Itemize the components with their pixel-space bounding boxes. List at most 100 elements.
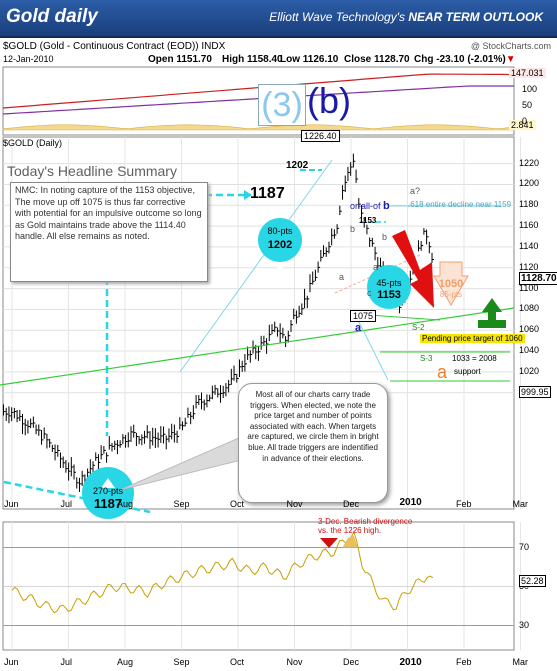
price-tick-label: 1060 xyxy=(519,324,540,335)
support-price-label: 999.95 xyxy=(519,386,551,398)
headline-title: Today's Headline Summary xyxy=(7,163,177,179)
last-price-label: 1128.70 xyxy=(519,272,557,285)
target-45pts-label: 45-pts xyxy=(376,278,402,288)
target-85pts-label: 85-pts xyxy=(439,290,463,299)
green-trendline xyxy=(0,307,515,386)
green-target-bar xyxy=(478,320,506,328)
support-s3-value: 1033 = 2008 xyxy=(452,354,497,363)
brand-name: Elliott Wave Technology's xyxy=(269,10,405,24)
indicator-value-top: 147.031 xyxy=(509,68,546,78)
support-s2-label: S-2 xyxy=(412,323,425,332)
orange-target-arrow xyxy=(433,261,469,306)
retracement-label: .618 entire decline near 1159 xyxy=(408,200,512,209)
price-x-tick-label: Jul xyxy=(60,499,73,509)
rsi-x-tick-label: Feb xyxy=(456,657,472,667)
support-a-label: a xyxy=(437,362,448,382)
price-tick-label: 1080 xyxy=(519,303,540,314)
rsi-x-tick-label: Oct xyxy=(230,657,245,667)
target-1187-value: 1187 xyxy=(93,496,123,511)
target-80pts-label: 80-pts xyxy=(267,226,293,236)
pending-target-label: Pending price target of 1060 xyxy=(420,334,525,343)
rsi-overbought-fill xyxy=(342,535,358,548)
gridlines xyxy=(3,137,521,650)
price-tick-label: 1140 xyxy=(519,240,539,251)
quote-date: 12-Jan-2010 xyxy=(3,54,54,64)
rsi-line xyxy=(11,530,434,614)
rsi-panel xyxy=(3,530,514,626)
level-1187-label: 1187 xyxy=(250,185,285,202)
quote-low: Low 1126.10 xyxy=(280,54,339,65)
price-x-tick-label: Aug xyxy=(117,499,134,509)
price-tick-label: 1200 xyxy=(519,178,540,189)
support-s3-label: S-3 xyxy=(420,354,433,363)
price-x-tick-label: Nov xyxy=(286,499,303,509)
price-x-tick-label: Oct xyxy=(230,499,245,509)
rsi-x-tick-label: Jun xyxy=(4,657,19,667)
price-x-tick-label: Feb xyxy=(456,499,472,509)
price-bars xyxy=(3,153,435,492)
rsi-tick-label: 70 xyxy=(519,541,530,552)
target-circle-1153 xyxy=(367,265,411,309)
target-270pts-label: 270-pts xyxy=(92,486,124,496)
price-tick-label: 1180 xyxy=(519,199,539,210)
or-all-of-label: or-all-of b xyxy=(350,200,390,212)
quote-close: Close 1128.70 xyxy=(344,54,410,65)
support-label: support xyxy=(454,367,481,376)
rsi-x-tick-label: Mar xyxy=(512,657,529,667)
wave-b-small-label: b xyxy=(350,224,356,234)
quote-high: High 1158.40 xyxy=(222,54,283,65)
wave-a-alt-label: a xyxy=(339,272,345,282)
rsi-x-tick-label: Aug xyxy=(117,657,134,667)
symbol-line: $GOLD (Gold - Continuous Contract (EOD))… xyxy=(3,41,226,52)
price-x-tick-label: Jun xyxy=(4,499,19,509)
arrow-1187 xyxy=(244,190,252,200)
level-1202-label: 1202 xyxy=(286,160,309,171)
quote-open: Open 1151.70 xyxy=(148,54,212,65)
target-1050-label: 1050 xyxy=(438,278,464,290)
high-label-1226: 1226.40 xyxy=(301,130,340,142)
price-x-tick-label: Mar xyxy=(512,499,529,509)
price-tick-label: 1120 xyxy=(519,261,539,272)
wave-channel-line xyxy=(179,159,333,373)
wave-3-label: (3) xyxy=(258,84,306,126)
wave-c-label: c xyxy=(367,288,372,298)
target-1202-value: 1202 xyxy=(267,239,293,251)
indicator-area-yellow xyxy=(2,124,515,131)
rsi-x-tick-label: Sep xyxy=(173,657,190,667)
headline-summary-box: NMC: In noting capture of the 1153 objec… xyxy=(10,182,208,282)
indicator-tick: 100 xyxy=(522,84,538,94)
rsi-tick-label: 30 xyxy=(519,619,530,630)
chart-title: Gold daily xyxy=(6,6,98,27)
target-arrow-1202 xyxy=(274,262,286,275)
divergence-arrow xyxy=(320,538,338,548)
price-tick-label: 1160 xyxy=(519,220,539,231)
rsi-panel-frame xyxy=(2,521,515,651)
wave-a-blue-label: a xyxy=(355,322,362,334)
price-x-tick-label: Dec xyxy=(343,499,360,509)
target-arrow-1187 xyxy=(101,478,115,488)
rsi-x-tick-label: Dec xyxy=(343,657,360,667)
indicator-value-bottom: 2.841 xyxy=(509,120,536,130)
wave-a-question-label: a? xyxy=(410,186,421,196)
rsi-last-value: 52.28 xyxy=(519,575,546,587)
outlook-label: NEAR TERM OUTLOOK xyxy=(408,10,543,24)
rsi-x-tick-label: Nov xyxy=(286,657,303,667)
price-tick-label: 1020 xyxy=(519,365,540,376)
target-1153-value: 1153 xyxy=(377,289,401,301)
red-down-arrow xyxy=(392,230,434,308)
price-tick-label: 1220 xyxy=(519,157,540,168)
target-circle-1202 xyxy=(258,218,302,262)
indicator-tick: 0 xyxy=(522,116,528,126)
trade-triggers-note: Most all of our charts carry trade trigg… xyxy=(238,383,388,503)
indicator-tick: 50 xyxy=(522,100,533,110)
chart-header-bar: Gold daily Elliott Wave Technology's NEA… xyxy=(0,0,557,38)
wave-b-label: (b) xyxy=(307,80,351,121)
price-tick-label: 1100 xyxy=(519,282,539,293)
price-x-tick-label: 2010 xyxy=(399,497,422,508)
wave-b-alt-label: b xyxy=(382,232,388,242)
quote-change: Chg -23.10 (-2.01%)▼ xyxy=(414,54,516,65)
target-circle-1187 xyxy=(82,467,134,519)
low-label-1075: 1075 xyxy=(350,310,377,322)
copyright-text: @ StockCharts.com xyxy=(470,41,551,51)
price-chart-title: $GOLD (Daily) xyxy=(3,138,63,148)
